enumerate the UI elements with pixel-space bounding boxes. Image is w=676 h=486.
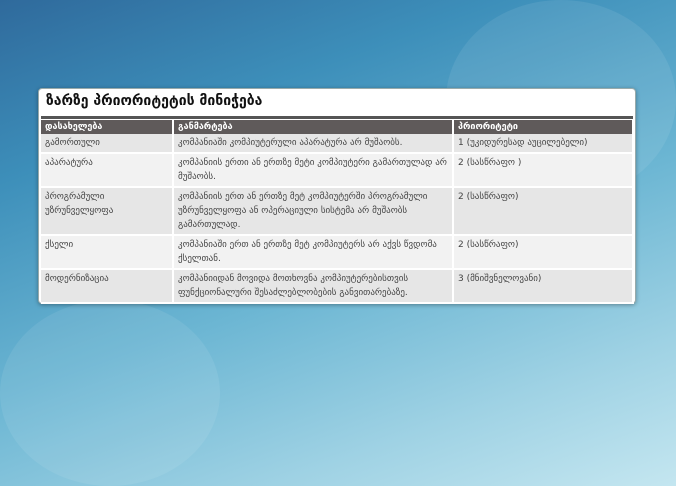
cell-description: კომპანიის ერთი ან ერთზე მეტი კომპიუტერი …	[173, 153, 454, 188]
table-row: მოდერნიზაცია კომპანიიდან მოვიდა მოთხოვნა…	[41, 269, 634, 304]
table-header: დასახელება განმარტება პრიორიტეტი	[41, 120, 634, 134]
table-row: პროგრამული უზრუნველყოფა კომპანიის ერთ ან…	[41, 187, 634, 236]
cell-priority: 2 (სასწრაფო )	[453, 153, 634, 188]
cell-description: კომპანიაში ერთ ან ერთზე მეტ კომპიუტერს ა…	[173, 235, 454, 270]
table-row: აპარატურა კომპანიის ერთი ან ერთზე მეტი კ…	[41, 153, 634, 188]
cell-description: კომპანიის ერთ ან ერთზე მეტ კომპიუტერში პ…	[173, 187, 454, 236]
cell-name: გამორთული	[41, 134, 174, 154]
cell-name: მოდერნიზაცია	[41, 269, 174, 304]
background-glow	[0, 300, 220, 486]
cell-description: კომპანიაში კომპიუტერული აპარატურა არ მუშ…	[173, 134, 454, 154]
table-row: გამორთული კომპანიაში კომპიუტერული აპარატ…	[41, 134, 634, 154]
cell-priority: 2 (სასწრაფო)	[453, 187, 634, 236]
cell-name: აპარატურა	[41, 153, 174, 188]
cell-name: ქსელი	[41, 235, 174, 270]
card-title: ზარზე პრიორიტეტის მინიჭება	[46, 93, 263, 109]
column-header-description: განმარტება	[173, 120, 454, 134]
priority-table: დასახელება განმარტება პრიორიტეტი გამორთუ…	[41, 120, 634, 304]
table-row: ქსელი კომპანიაში ერთ ან ერთზე მეტ კომპიუ…	[41, 235, 634, 270]
cell-priority: 3 (მნიშვნელოვანი)	[453, 269, 634, 304]
cell-priority: 1 (უკიდურესად აუცილებელი)	[453, 134, 634, 154]
cell-name: პროგრამული უზრუნველყოფა	[41, 187, 174, 236]
cell-priority: 2 (სასწრაფო)	[453, 235, 634, 270]
title-divider	[41, 116, 633, 119]
column-header-name: დასახელება	[41, 120, 174, 134]
priority-card: ზარზე პრიორიტეტის მინიჭება დასახელება გა…	[38, 88, 636, 304]
cell-description: კომპანიიდან მოვიდა მოთხოვნა კომპიუტერები…	[173, 269, 454, 304]
column-header-priority: პრიორიტეტი	[453, 120, 634, 134]
